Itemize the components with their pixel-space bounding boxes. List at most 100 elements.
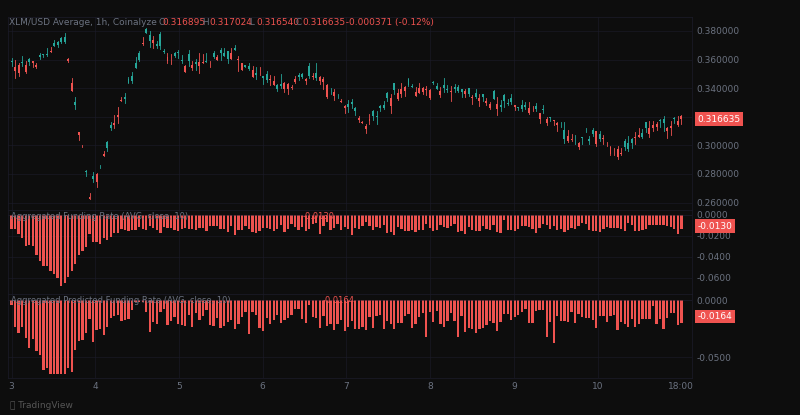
Bar [138,300,140,302]
Bar [478,300,481,330]
Bar [474,215,477,231]
Bar [223,215,226,229]
Bar [343,215,346,227]
Bar [645,300,647,319]
Bar [245,65,246,67]
Bar [187,300,190,315]
Bar [57,300,58,374]
Bar [39,54,41,56]
Bar [680,215,682,229]
Bar [610,215,612,228]
Bar [375,215,378,227]
Bar [390,98,392,106]
Bar [305,79,306,81]
Bar [181,215,183,229]
Bar [213,300,214,327]
Bar [262,215,264,228]
Bar [553,120,554,121]
Text: -0.0130: -0.0130 [302,212,334,221]
Bar [25,65,26,71]
Text: O: O [158,17,166,27]
Bar [330,215,332,230]
Bar [10,61,13,62]
Bar [113,215,115,233]
Bar [550,117,551,118]
Bar [595,215,598,231]
Bar [642,300,643,319]
Bar [365,126,367,129]
Bar [549,215,551,229]
Bar [624,141,626,146]
Bar [680,116,682,119]
Bar [248,66,250,69]
Bar [407,79,410,85]
Bar [486,101,487,103]
Bar [60,215,62,286]
Bar [493,91,494,99]
Bar [546,119,548,122]
Bar [617,149,618,156]
Bar [514,105,516,107]
Bar [10,300,13,305]
Bar [53,215,55,274]
Bar [546,215,548,225]
Bar [570,139,573,140]
Bar [496,300,498,331]
Bar [315,215,318,223]
Bar [595,300,598,328]
Bar [319,77,321,81]
Text: Aggregated Funding Rate (AVG, close, 10): Aggregated Funding Rate (AVG, close, 10) [11,212,189,221]
Bar [602,300,605,316]
Bar [216,57,218,60]
Bar [450,215,452,226]
Bar [606,300,608,322]
Bar [305,300,307,322]
Bar [372,300,374,328]
Bar [542,300,544,310]
Bar [255,215,258,233]
Bar [486,215,487,229]
Bar [276,300,278,315]
Bar [670,215,672,227]
Bar [134,63,137,68]
Bar [70,300,73,371]
Bar [648,300,650,319]
Bar [506,103,509,105]
Bar [131,215,133,230]
Bar [471,215,474,230]
Bar [499,215,502,232]
Bar [78,215,80,255]
Bar [358,300,360,330]
Bar [18,65,20,73]
Bar [206,300,208,310]
Bar [350,102,353,104]
Bar [226,51,229,59]
Bar [578,300,580,314]
Text: XLM/USD Average, 1h, Coinalyze: XLM/USD Average, 1h, Coinalyze [10,17,163,27]
Bar [362,300,363,327]
Bar [333,92,335,96]
Bar [471,300,474,329]
Bar [209,300,211,325]
Bar [85,171,87,173]
Bar [166,300,169,325]
Bar [556,123,558,125]
Bar [514,300,516,317]
Bar [450,300,452,313]
Bar [106,142,108,148]
Bar [322,79,324,82]
Bar [14,300,16,327]
Bar [287,84,289,89]
Bar [156,300,158,324]
Bar [443,85,445,88]
Bar [99,300,102,329]
Bar [162,215,165,227]
Bar [121,100,122,101]
Bar [318,215,321,234]
Bar [436,86,438,89]
Bar [666,300,668,317]
Bar [25,300,27,339]
Bar [305,215,307,231]
Bar [53,43,55,46]
Bar [677,121,678,125]
